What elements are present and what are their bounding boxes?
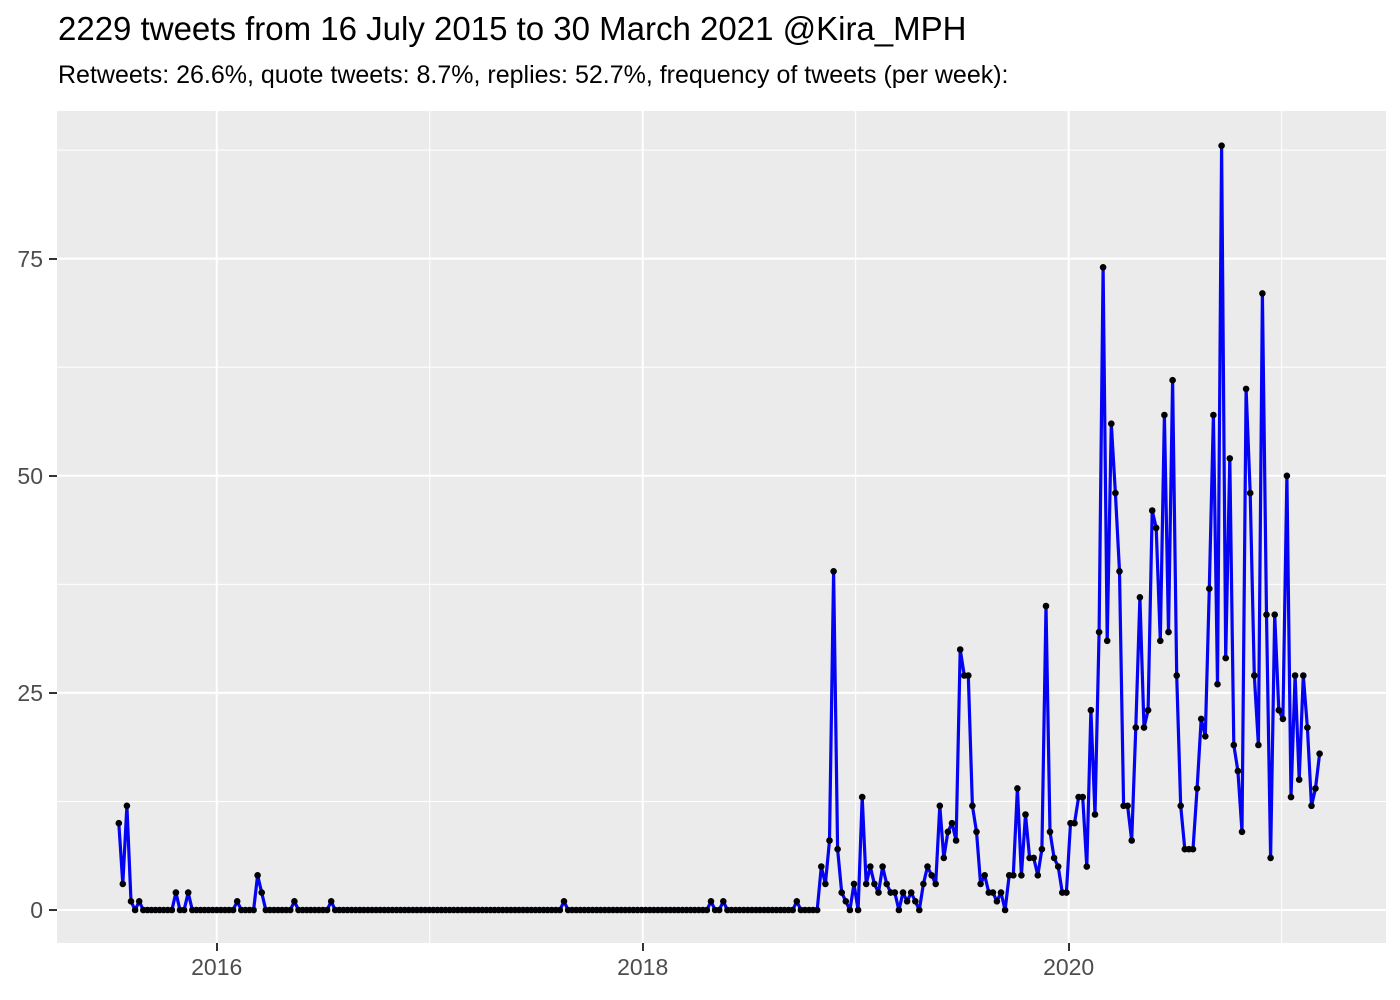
x-axis-tick-label: 2016 bbox=[191, 954, 243, 980]
y-tick-mark bbox=[49, 257, 57, 260]
x-axis-tick-label: 2020 bbox=[1043, 954, 1095, 980]
y-tick-mark bbox=[49, 691, 57, 694]
x-tick-mark bbox=[1067, 943, 1070, 951]
chart-panel bbox=[57, 111, 1386, 943]
page-subtitle: Retweets: 26.6%, quote tweets: 8.7%, rep… bbox=[58, 61, 1009, 89]
y-axis-tick-label: 25 bbox=[17, 679, 43, 706]
x-axis-tick-label: 2018 bbox=[617, 954, 669, 980]
y-tick-mark bbox=[49, 474, 57, 477]
x-tick-mark bbox=[215, 943, 218, 951]
tweet-frequency-chart bbox=[57, 111, 1386, 943]
y-axis-tick-label: 0 bbox=[30, 896, 43, 923]
y-axis-tick-label: 75 bbox=[17, 245, 43, 272]
y-axis-tick-label: 50 bbox=[17, 462, 43, 489]
page-title: 2229 tweets from 16 July 2015 to 30 Marc… bbox=[58, 10, 967, 47]
frequency-line bbox=[117, 144, 1322, 912]
data-points bbox=[115, 142, 1323, 914]
y-tick-mark bbox=[49, 908, 57, 911]
minor-gridlines bbox=[57, 111, 1386, 943]
x-tick-mark bbox=[641, 943, 644, 951]
major-gridlines bbox=[57, 111, 1386, 943]
